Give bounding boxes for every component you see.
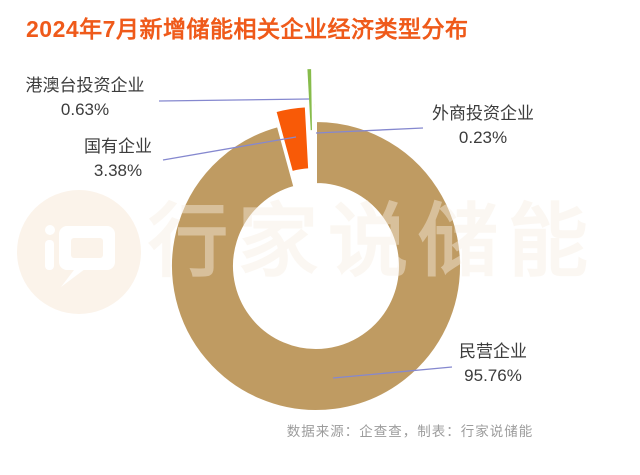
callout-label: 国有企业: [84, 137, 152, 156]
callout-label: 港澳台投资企业: [25, 76, 145, 95]
watermark-logo: [17, 190, 141, 314]
chart-title: 2024年7月新增储能相关企业经济类型分布: [26, 16, 469, 42]
callout-percent: 3.38%: [93, 161, 143, 180]
callout-percent: 0.23%: [458, 128, 508, 147]
callout-label: 民营企业: [459, 342, 527, 361]
callout-state-owned: 国有企业 3.38%: [38, 135, 198, 183]
source-note: 数据来源：企查查，制表：行家说储能: [286, 424, 534, 439]
leader-line-state: [162, 136, 297, 161]
callout-hmt-invested: 港澳台投资企业 0.63%: [5, 74, 165, 122]
slice-private: [170, 119, 462, 412]
callout-foreign-invested: 外商投资企业 0.23%: [403, 102, 563, 150]
leader-line-hmt: [158, 98, 310, 102]
leader-line-foreign: [315, 127, 424, 134]
callout-private: 民营企业 95.76%: [413, 340, 573, 388]
callout-percent: 95.76%: [464, 366, 522, 385]
speech-bubble-logo-icon: [45, 225, 115, 287]
callout-label: 外商投资企业: [432, 104, 534, 123]
slice-foreign: [312, 101, 317, 168]
callout-percent: 0.63%: [60, 100, 110, 119]
slice-hmt: [305, 67, 315, 133]
slice-state: [274, 105, 311, 174]
leader-line-private: [332, 366, 453, 379]
